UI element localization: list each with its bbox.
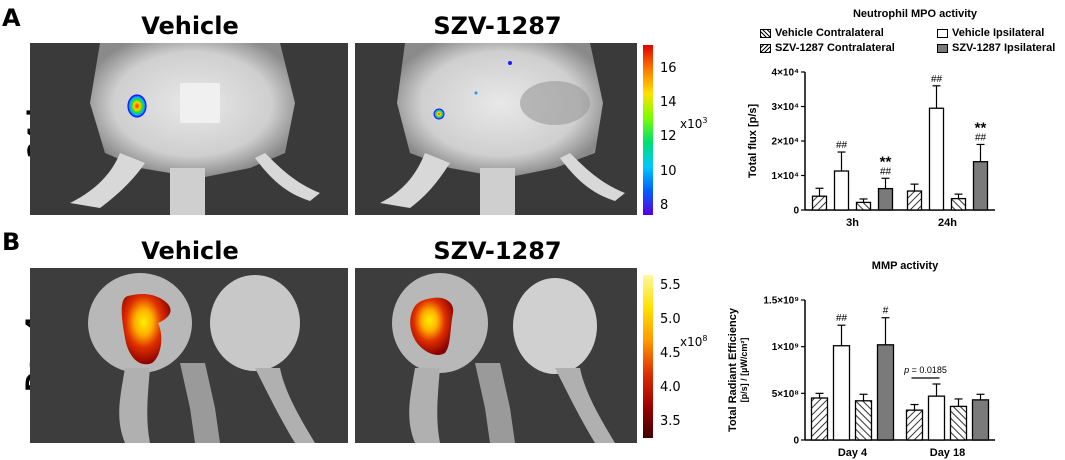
x-tick-label: 3h [846, 217, 859, 229]
bar [877, 187, 894, 211]
significance-label: ## [836, 313, 848, 324]
y-tick-label: 2×10⁴ [772, 137, 800, 148]
significance-label: ** [880, 153, 892, 170]
legend-item: Vehicle Ipsilateral [937, 27, 1044, 39]
y-tick-label: 3×10⁴ [772, 102, 800, 113]
x-tick-label: Day 18 [930, 447, 965, 459]
bar [876, 344, 895, 441]
chart-title-mmp: MMP activity [871, 260, 939, 272]
image-a-vehicle [30, 43, 348, 215]
colorbar-b-tick: 5.0 [660, 312, 681, 327]
legend: Vehicle Contralateral SZV-1287 Contralat… [760, 24, 1060, 60]
legend-swatch-vehicle-ipsi [937, 28, 948, 38]
bar [928, 107, 945, 211]
bar [832, 345, 851, 441]
legend-swatch-szv-contra [760, 43, 771, 53]
bar [854, 400, 873, 441]
colorbar-b [643, 275, 653, 438]
title-a-vehicle: Vehicle [141, 12, 239, 40]
x-tick-label: Day 4 [838, 447, 868, 459]
colorbar-a-tick: 10 [660, 164, 677, 179]
bar [811, 195, 828, 211]
pvalue-label: p = 0.0185 [903, 365, 947, 375]
bar [950, 197, 967, 211]
y-tick-label: 5×10⁸ [772, 389, 800, 400]
legend-item: SZV-1287 Ipsilateral [937, 42, 1055, 54]
chart-mmp: 0 5×10⁸ 1×10⁹ 1.5×10⁹ Total Radiant Efficien… [727, 296, 995, 459]
colorbar-b-tick: 3.5 [660, 414, 681, 429]
bar [971, 399, 990, 441]
colorbar-b-unit: x108 [680, 334, 708, 349]
chart-mpo: 0 1×10⁴ 2×10⁴ 3×10⁴ 4×10⁴ Total flux [p/s] ## #… [747, 68, 995, 229]
y-axis-label: Total flux [p/s] [747, 103, 759, 178]
y-tick-label: 4×10⁴ [772, 68, 800, 79]
y-axis-label: Total Radiant Efficiency [727, 307, 739, 432]
bar [810, 397, 829, 441]
y-tick-label: 1×10⁴ [772, 171, 800, 182]
colorbar-a-tick: 12 [660, 129, 677, 144]
panel-letter-b: B [2, 228, 21, 256]
legend-swatch-vehicle-contra [760, 28, 771, 38]
significance-label: ## [975, 132, 987, 143]
bar [949, 405, 968, 441]
significance-label: # [883, 306, 889, 317]
bar [972, 161, 989, 211]
y-tick-label: 1.5×10⁹ [763, 296, 799, 307]
colorbar-b-tick: 5.5 [660, 278, 681, 293]
y-axis-label-units: [p/s] / [µW/cm²] [739, 338, 749, 403]
bar [927, 395, 946, 441]
x-tick-label: 24h [938, 217, 957, 229]
y-tick-label: 0 [793, 206, 799, 217]
significance-label: ## [880, 166, 892, 177]
legend-item: SZV-1287 Contralateral [760, 42, 895, 54]
y-tick-label: 1×10⁹ [772, 342, 800, 353]
bar [905, 409, 924, 441]
significance-label: ## [836, 140, 848, 151]
significance-label: ** [975, 119, 987, 136]
chart-title-mpo: Neutrophil MPO activity [852, 8, 978, 20]
colorbar-a-tick: 14 [660, 95, 677, 110]
legend-item: Vehicle Contralateral [760, 27, 884, 39]
bar [855, 201, 872, 211]
colorbar-a-unit: x103 [680, 116, 708, 131]
colorbar-a-tick: 8 [660, 198, 669, 213]
title-b-szv: SZV-1287 [433, 237, 562, 265]
title-b-vehicle: Vehicle [141, 237, 239, 265]
colorbar-b-tick: 4.5 [660, 346, 681, 361]
image-a-szv [355, 43, 637, 215]
bar [906, 190, 923, 211]
title-a-szv: SZV-1287 [433, 12, 562, 40]
image-b-vehicle [30, 268, 348, 443]
legend-label: Vehicle Contralateral [775, 27, 884, 39]
legend-label: SZV-1287 Ipsilateral [952, 42, 1056, 54]
colorbar-a [643, 45, 653, 215]
bar [833, 170, 850, 211]
y-tick-label: 0 [793, 436, 799, 447]
image-b-szv [355, 268, 637, 443]
colorbar-b-tick: 4.0 [660, 380, 681, 395]
colorbar-a-tick: 16 [660, 61, 677, 76]
panel-letter-a: A [2, 4, 21, 32]
significance-label: ## [931, 74, 943, 85]
legend-swatch-szv-ipsi [937, 43, 948, 53]
legend-label: Vehicle Ipsilateral [952, 27, 1045, 39]
legend-label: SZV-1287 Contralateral [775, 42, 895, 54]
